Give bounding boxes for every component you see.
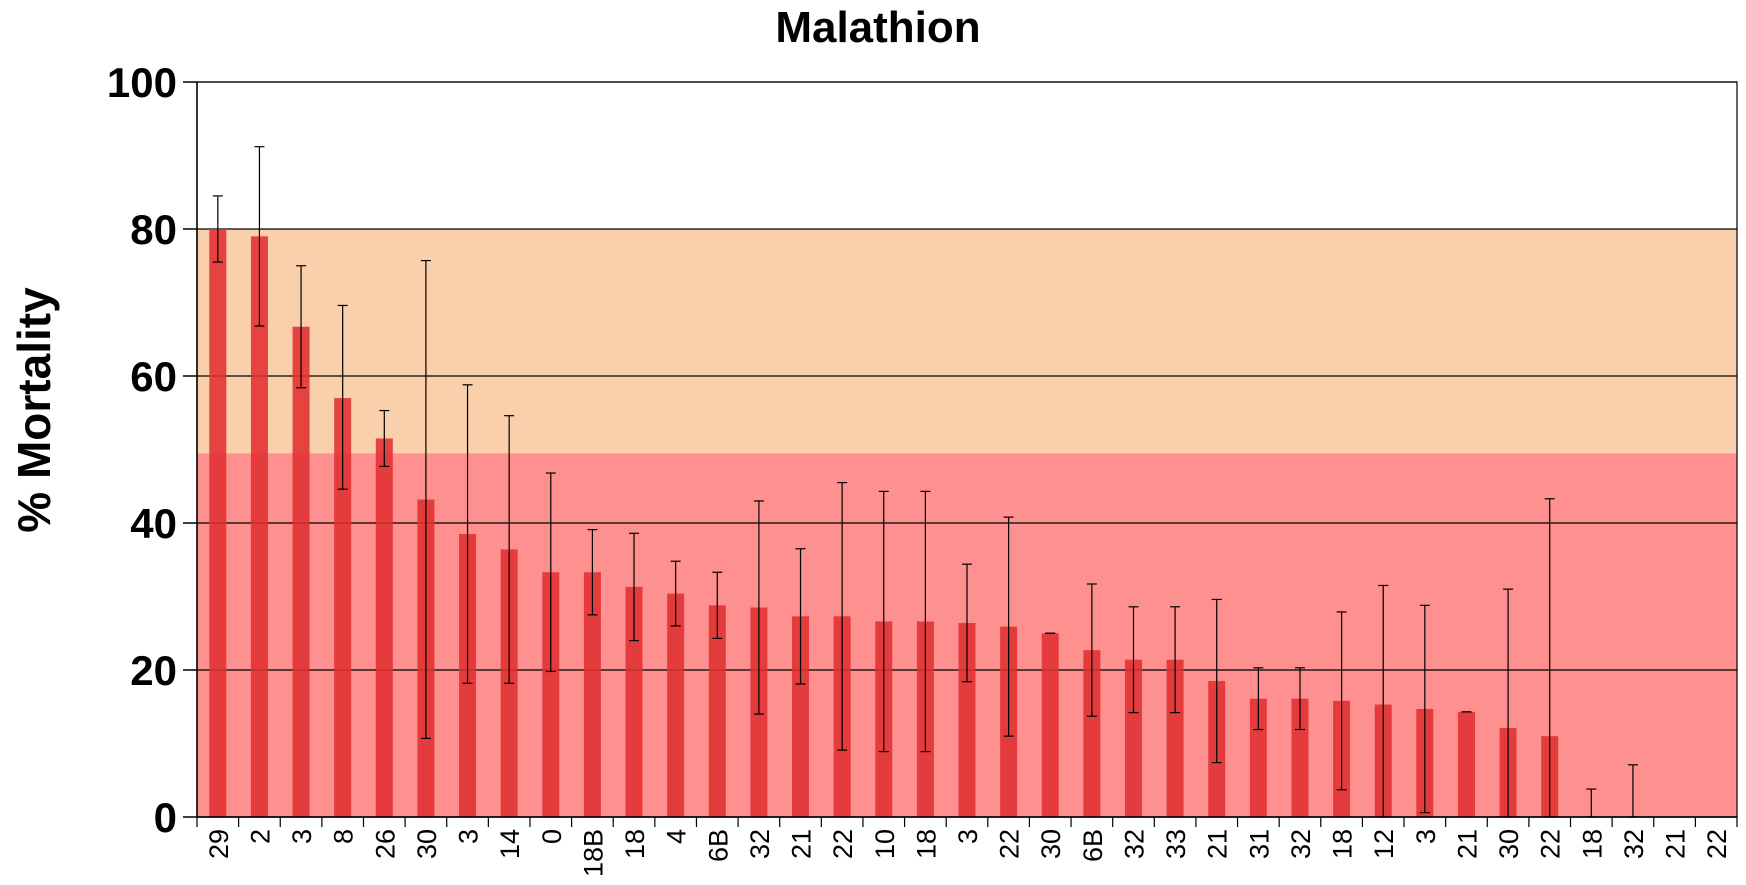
y-tick-label-2: 40 — [130, 500, 177, 547]
x-tick-labels: 29 2 3 8 26 30 3 14 0 18B 18 4 6B 32 21 22 10 18 3 22 30 6B 32… — [204, 829, 1732, 877]
bar-14 — [792, 616, 810, 817]
bar-22 — [1124, 659, 1142, 817]
x-tick-label-18: 3 — [953, 829, 983, 844]
bar-9 — [583, 572, 601, 817]
bar-3 — [334, 398, 352, 817]
x-tick-label-22: 32 — [1119, 829, 1149, 859]
x-tick-label-23: 33 — [1161, 829, 1191, 859]
bar-25 — [1249, 698, 1267, 817]
y-tick-label-5: 100 — [107, 59, 177, 106]
band-1 — [197, 229, 1737, 454]
x-tick-label-27: 18 — [1328, 829, 1358, 859]
x-tick-label-11: 4 — [662, 829, 692, 844]
y-tick-label-1: 20 — [130, 647, 177, 694]
x-tick-label-10: 18 — [620, 829, 650, 859]
background-bands — [197, 229, 1737, 817]
x-tick-label-15: 22 — [828, 829, 858, 859]
bar-26 — [1291, 698, 1309, 817]
chart-title: Malathion — [775, 3, 980, 52]
bar-30 — [1457, 711, 1475, 817]
y-tick-label-0: 0 — [154, 794, 177, 841]
bar-2 — [292, 326, 310, 817]
x-tick-label-0: 29 — [204, 829, 234, 859]
y-tick-labels: 0 20 40 60 80 100 — [107, 59, 177, 841]
x-tick-label-36: 22 — [1702, 829, 1732, 859]
bar-20 — [1041, 633, 1059, 817]
x-tick-label-8: 0 — [537, 829, 567, 844]
bar-23 — [1166, 659, 1184, 817]
x-tick-label-32: 22 — [1536, 829, 1566, 859]
y-tick-label-3: 60 — [130, 353, 177, 400]
x-tick-label-9: 18B — [578, 829, 608, 877]
x-tick-label-24: 21 — [1203, 829, 1233, 859]
x-tick-label-5: 30 — [412, 829, 442, 859]
x-tick-label-14: 21 — [787, 829, 817, 859]
bar-10 — [625, 586, 643, 817]
x-tick-label-35: 21 — [1661, 829, 1691, 859]
x-tick-label-31: 30 — [1494, 829, 1524, 859]
x-tick-label-6: 3 — [454, 829, 484, 844]
bar-12 — [708, 605, 726, 817]
bar-4 — [375, 438, 393, 817]
x-tick-label-33: 18 — [1577, 829, 1607, 859]
x-tick-label-25: 31 — [1244, 829, 1274, 859]
x-tick-label-19: 22 — [995, 829, 1025, 859]
x-tick-label-29: 3 — [1411, 829, 1441, 844]
bar-0 — [209, 229, 227, 817]
x-tick-label-30: 21 — [1452, 829, 1482, 859]
x-tick-label-17: 18 — [911, 829, 941, 859]
x-tick-label-16: 10 — [870, 829, 900, 859]
x-tick-label-1: 2 — [245, 829, 275, 844]
x-tick-label-12: 6B — [703, 829, 733, 862]
bar-8 — [542, 572, 560, 817]
x-tick-label-4: 26 — [370, 829, 400, 859]
x-tick-label-13: 32 — [745, 829, 775, 859]
x-tick-label-21: 6B — [1078, 829, 1108, 862]
y-tick-label-4: 80 — [130, 206, 177, 253]
error-bars — [212, 146, 1638, 818]
x-tick-label-26: 32 — [1286, 829, 1316, 859]
bar-18 — [958, 622, 976, 817]
bar-21 — [1083, 650, 1101, 817]
bar-11 — [667, 593, 685, 817]
y-axis-label: % Mortality — [8, 287, 60, 533]
x-tick-label-7: 14 — [495, 829, 525, 859]
x-tick-label-20: 30 — [1036, 829, 1066, 859]
x-tick-label-34: 32 — [1619, 829, 1649, 859]
axes — [183, 81, 1738, 827]
bar-1 — [250, 236, 268, 818]
x-tick-label-28: 12 — [1369, 829, 1399, 859]
x-tick-label-2: 3 — [287, 829, 317, 844]
x-tick-label-3: 8 — [329, 829, 359, 844]
